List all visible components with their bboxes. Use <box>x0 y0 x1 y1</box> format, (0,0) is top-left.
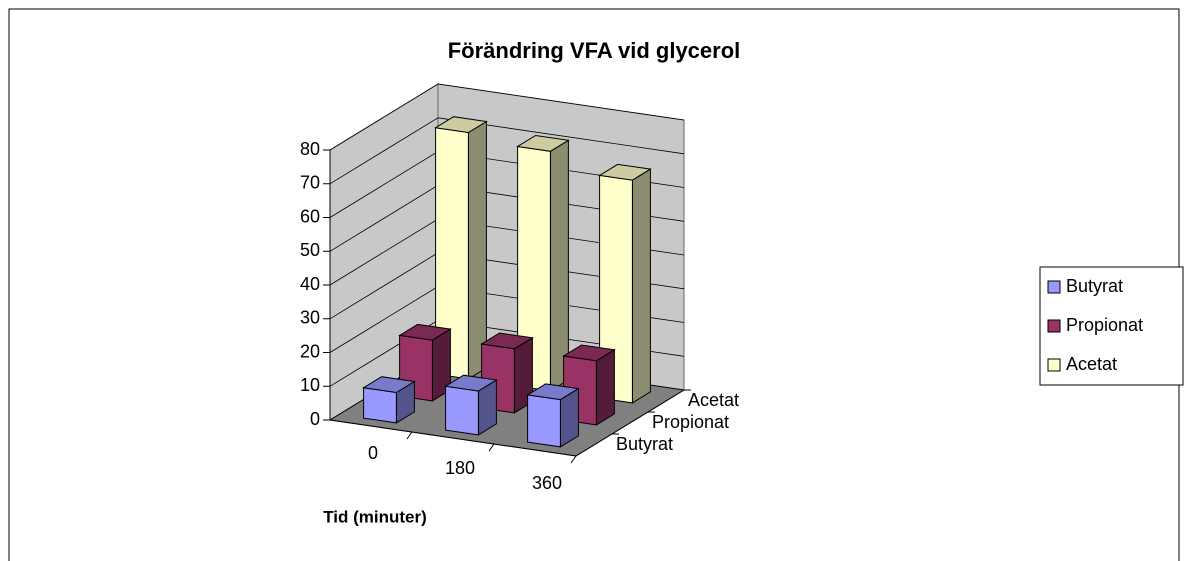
bar-side <box>549 139 569 392</box>
z-tick-label: Acetat <box>688 390 739 410</box>
x-tick <box>488 443 495 452</box>
legend-box <box>1039 266 1184 386</box>
bar-side <box>631 168 651 404</box>
bar <box>444 374 498 436</box>
bar-front <box>527 394 561 448</box>
x-tick <box>406 431 413 440</box>
bar-side <box>467 120 487 380</box>
x-tick-label: 180 <box>445 458 475 478</box>
y-tick-label: 80 <box>300 139 320 159</box>
legend-swatch <box>1047 358 1061 372</box>
bar-top <box>434 116 488 134</box>
grid-line <box>329 83 685 151</box>
x-tick-label: 0 <box>368 443 378 463</box>
y-tick-label: 0 <box>310 409 320 429</box>
bar-top <box>480 332 534 350</box>
chart-title: Förändring VFA vid glycerol <box>448 38 741 63</box>
bar-top <box>562 344 616 362</box>
y-tick-label: 60 <box>300 206 320 226</box>
bar <box>598 163 652 404</box>
bar-side <box>595 348 615 426</box>
bar <box>434 116 488 380</box>
bar <box>362 376 416 424</box>
bar-top <box>398 323 452 341</box>
bar-top <box>598 163 652 181</box>
bar-front <box>363 387 397 424</box>
bar-front <box>445 385 479 436</box>
bar <box>526 383 580 448</box>
bar-top <box>526 383 580 401</box>
legend-swatch <box>1047 280 1061 294</box>
bar-top <box>444 374 498 392</box>
bar-top <box>516 134 570 152</box>
y-tick-label: 30 <box>300 308 320 328</box>
bar <box>516 134 570 392</box>
x-axis <box>329 419 577 457</box>
grid-line <box>329 117 685 185</box>
x-tick-label: 360 <box>532 473 562 493</box>
y-tick-label: 20 <box>300 341 320 361</box>
y-tick-label: 50 <box>300 240 320 260</box>
z-tick-label: Butyrat <box>616 434 673 454</box>
x-axis-title: Tid (minuter) <box>323 507 427 526</box>
y-tick-label: 10 <box>300 375 320 395</box>
y-tick-label: 70 <box>300 173 320 193</box>
x-tick <box>570 455 577 464</box>
legend-label: Propionat <box>1066 315 1143 335</box>
legend-label: Butyrat <box>1066 276 1123 296</box>
y-tick-label: 40 <box>300 274 320 294</box>
legend-label: Acetat <box>1066 354 1117 374</box>
legend-swatch <box>1047 319 1061 333</box>
z-tick-label: Propionat <box>652 412 729 432</box>
bar-top <box>362 376 416 394</box>
depth-axis <box>575 389 685 457</box>
